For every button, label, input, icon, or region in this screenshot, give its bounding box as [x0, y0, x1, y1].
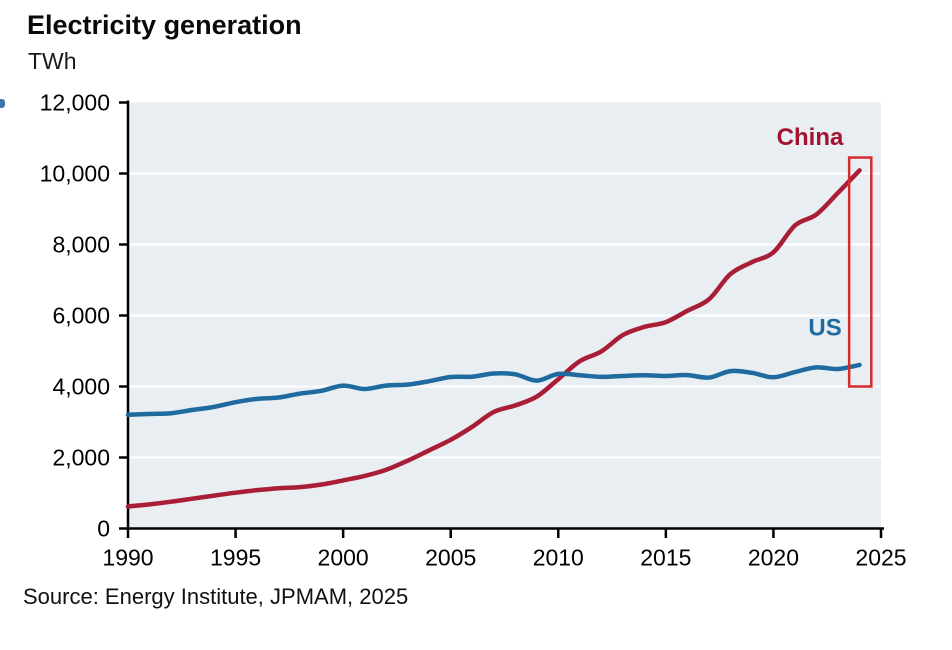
- y-tick-label: 8,000: [52, 232, 110, 258]
- x-tick-label: 1995: [210, 545, 261, 571]
- x-tick-label: 2010: [533, 545, 584, 571]
- source-note: Source: Energy Institute, JPMAM, 2025: [23, 584, 409, 609]
- x-tick-label: 1990: [102, 545, 153, 571]
- us-series-label: US: [808, 315, 841, 342]
- y-tick-label: 4,000: [52, 374, 110, 400]
- y-tick-label: 0: [97, 516, 110, 542]
- y-tick-label: 2,000: [52, 445, 110, 471]
- chart-unit-label: TWh: [28, 48, 77, 74]
- china-line: [125, 168, 862, 509]
- latest-values-highlight-box: [847, 156, 873, 388]
- x-tick-label: 2015: [640, 545, 691, 571]
- x-tick-label: 2020: [748, 545, 799, 571]
- x-tick-label: 2025: [855, 545, 906, 571]
- china-series-label: China: [777, 124, 844, 151]
- y-tick-label: 12,000: [40, 90, 110, 116]
- left-edge-mark: [0, 99, 5, 108]
- us-line: [125, 362, 862, 418]
- chart-title: Electricity generation: [27, 10, 302, 40]
- y-tick-label: 10,000: [40, 161, 110, 187]
- x-tick-label: 2005: [425, 545, 476, 571]
- y-tick-label: 6,000: [52, 303, 110, 329]
- x-tick-label: 2000: [318, 545, 369, 571]
